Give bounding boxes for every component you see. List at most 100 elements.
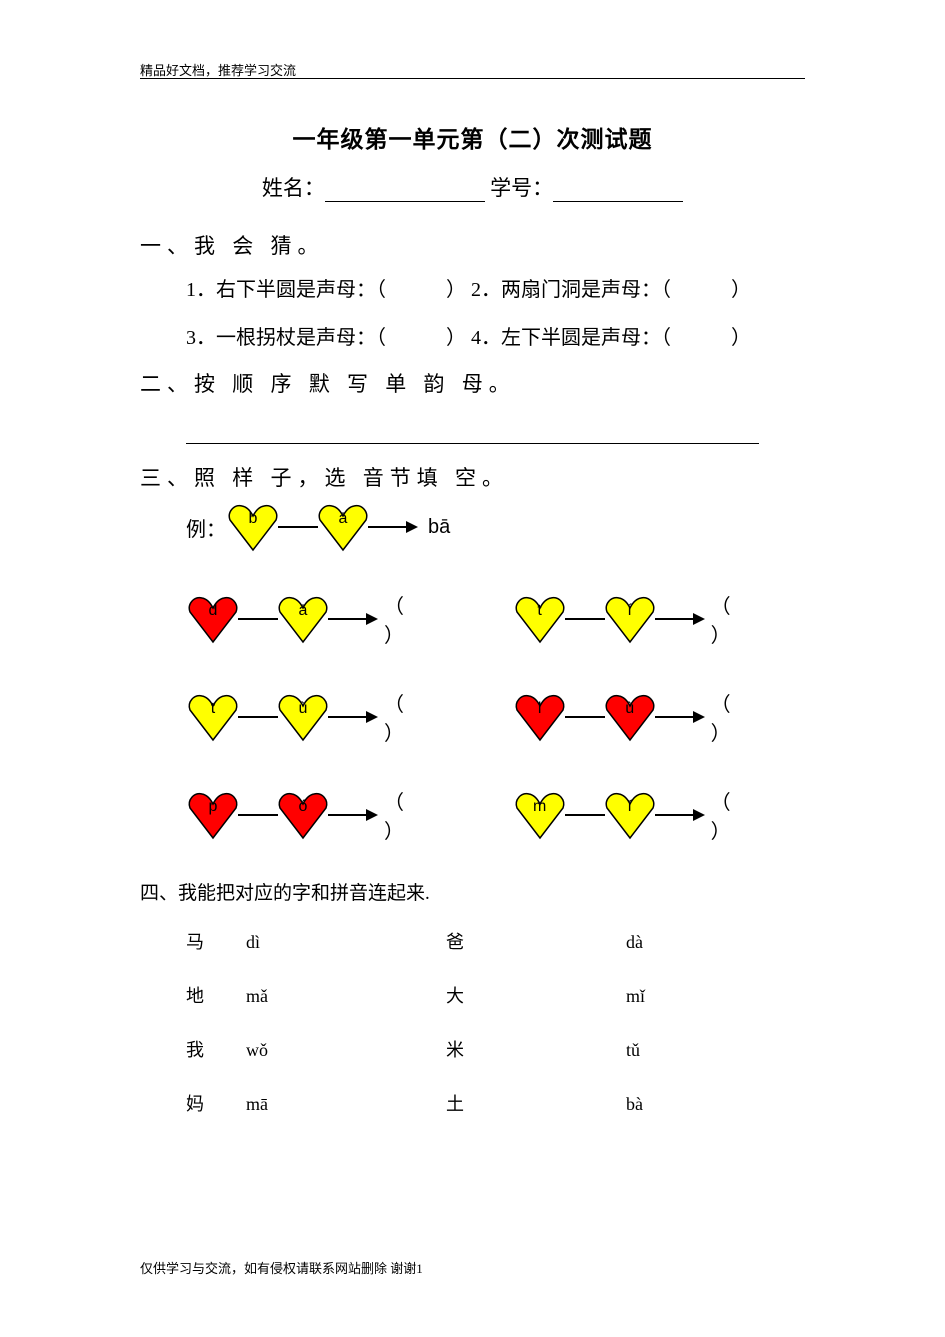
heart-pair-left: t ù xyxy=(186,690,330,744)
arrow-icon xyxy=(328,613,378,625)
heart-pair-left: d ā xyxy=(186,592,330,646)
heart-letter: ǐ xyxy=(603,798,657,816)
heart-icon: ù xyxy=(276,690,330,744)
match-pinyin: tǔ xyxy=(626,1023,746,1077)
match-pinyin: dì xyxy=(246,915,446,969)
footer-text: 仅供学习与交流，如有侵权请联系网站删除 谢谢 xyxy=(140,1261,416,1276)
match-pinyin: mā xyxy=(246,1077,446,1131)
q4-close: ） xyxy=(731,327,751,349)
match-pinyin: bà xyxy=(626,1077,746,1131)
example-label: 例： xyxy=(186,513,226,542)
match-char: 大 xyxy=(446,969,626,1023)
heart-icon: l xyxy=(513,690,567,744)
answer-blank[interactable]: （） xyxy=(711,688,805,746)
heart-letter: m xyxy=(513,798,567,816)
match-pinyin: mǎ xyxy=(246,969,446,1023)
page-title: 一年级第一单元第（二）次测试题 xyxy=(140,120,805,154)
match-pinyin: wǒ xyxy=(246,1023,446,1077)
heart-letter: ó xyxy=(276,798,330,816)
heart-icon: í xyxy=(603,592,657,646)
heart-row: p ó （） m ǐ （） xyxy=(186,780,805,850)
q3-text: 3．一根拐杖是声母：（ xyxy=(186,327,386,349)
question-1-2: 1．右下半圆是声母：（） 2．两扇门洞是声母：（） xyxy=(186,266,805,314)
connector-line xyxy=(238,814,278,816)
id-label: 学号： xyxy=(490,176,553,200)
name-blank[interactable] xyxy=(325,180,485,202)
heart-row: d ā （） t í （） xyxy=(186,584,805,654)
heart-letter: ù xyxy=(276,700,330,718)
connector-line xyxy=(565,618,605,620)
match-row: 马dì爸dà xyxy=(186,915,805,969)
q3-close: ） xyxy=(446,327,466,349)
arrow-icon xyxy=(655,809,705,821)
match-char: 米 xyxy=(446,1023,626,1077)
heart-icon: d xyxy=(186,592,240,646)
heart-icon: ù xyxy=(603,690,657,744)
match-char: 地 xyxy=(186,969,246,1023)
arrow-icon xyxy=(368,521,418,533)
section-3-heading: 三、照 样 子，选 音节填 空。 xyxy=(140,462,805,492)
footer-note: 仅供学习与交流，如有侵权请联系网站删除 谢谢1 xyxy=(140,1258,423,1277)
heart-exercise-rows: d ā （） t í （） t ù （） l ù （） xyxy=(186,584,805,850)
q1-close: ） xyxy=(446,279,466,301)
answer-blank[interactable]: （） xyxy=(711,590,805,648)
heart-icon: t xyxy=(186,690,240,744)
name-label: 姓名： xyxy=(262,176,325,200)
header-note: 精品好文档，推荐学习交流 xyxy=(140,60,296,83)
student-info-line: 姓名： 学号： xyxy=(140,172,805,202)
connector-line xyxy=(565,716,605,718)
heart-icon: ó xyxy=(276,788,330,842)
heart-icon: p xyxy=(186,788,240,842)
q2-close: ） xyxy=(731,279,751,301)
heart-letter: l xyxy=(513,700,567,718)
heart-letter: ā xyxy=(316,510,370,528)
section-2-heading: 二、按 顺 序 默 写 单 韵 母。 xyxy=(140,368,805,398)
answer-blank[interactable]: （） xyxy=(384,688,478,746)
answer-blank[interactable]: （） xyxy=(384,590,478,648)
heart-letter: í xyxy=(603,602,657,620)
match-char: 马 xyxy=(186,915,246,969)
connector-line xyxy=(565,814,605,816)
heart-icon: ā xyxy=(316,500,370,554)
heart-letter: t xyxy=(513,602,567,620)
heart-letter: b xyxy=(226,510,280,528)
example-answer: bā xyxy=(428,516,450,539)
question-3-4: 3．一根拐杖是声母：（） 4．左下半圆是声母：（） xyxy=(186,314,805,362)
match-char: 爸 xyxy=(446,915,626,969)
example-pair: b ā xyxy=(226,500,370,554)
match-row: 地mǎ大mǐ xyxy=(186,969,805,1023)
arrow-icon xyxy=(655,711,705,723)
header-divider xyxy=(140,78,805,79)
heart-row: t ù （） l ù （） xyxy=(186,682,805,752)
match-pinyin: mǐ xyxy=(626,969,746,1023)
heart-pair-right: l ù xyxy=(513,690,657,744)
match-char: 土 xyxy=(446,1077,626,1131)
heart-pair-right: t í xyxy=(513,592,657,646)
example-row: 例： b ā bā xyxy=(186,500,805,554)
match-pinyin: dà xyxy=(626,915,746,969)
heart-icon: ā xyxy=(276,592,330,646)
heart-letter: p xyxy=(186,798,240,816)
arrow-icon xyxy=(655,613,705,625)
answer-blank[interactable]: （） xyxy=(711,786,805,844)
section-2-blank-line[interactable] xyxy=(186,408,759,444)
match-char: 妈 xyxy=(186,1077,246,1131)
connector-line xyxy=(238,618,278,620)
heart-icon: t xyxy=(513,592,567,646)
heart-pair-left: p ó xyxy=(186,788,330,842)
heart-letter: t xyxy=(186,700,240,718)
heart-icon: ǐ xyxy=(603,788,657,842)
id-blank[interactable] xyxy=(553,180,683,202)
match-table: 马dì爸dà地mǎ大mǐ我wǒ米tǔ妈mā土bà xyxy=(186,915,805,1131)
heart-icon: m xyxy=(513,788,567,842)
answer-blank[interactable]: （） xyxy=(384,786,478,844)
page-content: 一年级第一单元第（二）次测试题 姓名： 学号： 一、我 会 猜。 1．右下半圆是… xyxy=(140,120,805,1131)
section-1-heading: 一、我 会 猜。 xyxy=(140,230,805,260)
heart-icon: b xyxy=(226,500,280,554)
q2-text: 2．两扇门洞是声母：（ xyxy=(471,279,671,301)
arrow-icon xyxy=(328,809,378,821)
arrow-icon xyxy=(328,711,378,723)
connector-line xyxy=(278,526,318,528)
heart-letter: ù xyxy=(603,700,657,718)
heart-letter: d xyxy=(186,602,240,620)
